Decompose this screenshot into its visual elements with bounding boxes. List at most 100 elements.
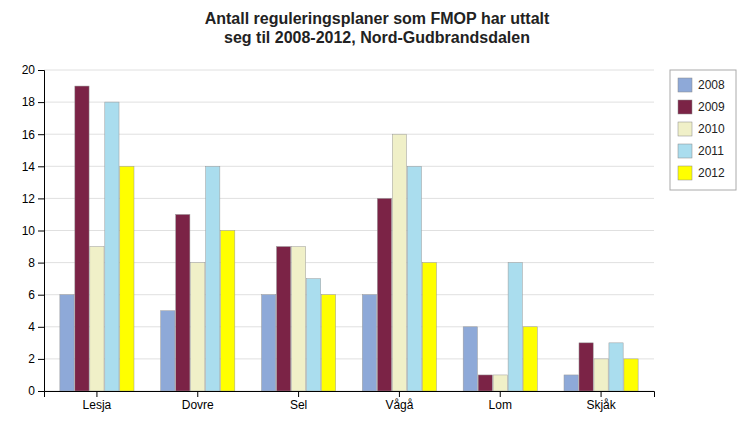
bar bbox=[291, 247, 305, 391]
plot: 0 2 4 6 8 10 12 14 16 18 20 Lesja Dovre Sel Vågå Lom Skj… bbox=[22, 63, 655, 411]
grid-line bbox=[44, 70, 654, 71]
x-tick: Skjåk bbox=[586, 391, 616, 412]
bar bbox=[262, 295, 276, 391]
y-tick-mark bbox=[38, 102, 44, 103]
bar bbox=[161, 311, 175, 391]
legend-label: 2008 bbox=[698, 78, 725, 92]
x-tick-mark bbox=[197, 391, 198, 397]
bar bbox=[362, 295, 376, 391]
grid-line bbox=[44, 230, 654, 231]
legend-swatch bbox=[678, 100, 692, 114]
legend-frame bbox=[670, 70, 736, 190]
grid-line bbox=[44, 358, 654, 359]
bar bbox=[221, 231, 235, 392]
bar bbox=[176, 214, 190, 391]
x-tick-label: Skjåk bbox=[586, 398, 616, 412]
legend-item: 2011 bbox=[678, 144, 724, 158]
bar bbox=[594, 359, 608, 391]
grid-line bbox=[44, 326, 654, 327]
title-line: seg til 2008-2012, Nord-Gudbrandsdalen bbox=[224, 29, 530, 46]
legend-item: 2012 bbox=[678, 166, 725, 180]
y-tick: 0 bbox=[28, 384, 44, 398]
y-axis: 0 2 4 6 8 10 12 14 16 18 20 bbox=[22, 63, 45, 398]
bar bbox=[206, 166, 220, 391]
x-tick-label: Lesja bbox=[83, 398, 112, 412]
x-tick-mark bbox=[96, 391, 97, 397]
title-line: Antall reguleringsplaner som FMOP har ut… bbox=[205, 10, 550, 27]
grid-line bbox=[44, 198, 654, 199]
x-tick: Lom bbox=[489, 391, 512, 412]
bar bbox=[60, 295, 74, 391]
grid-line bbox=[44, 166, 654, 167]
x-tick: Lesja bbox=[83, 391, 112, 412]
y-tick: 8 bbox=[28, 256, 44, 270]
x-tick-mark bbox=[601, 391, 602, 397]
x-tick-mark bbox=[399, 391, 400, 397]
x-tick-mark bbox=[500, 391, 501, 397]
legend-item: 2010 bbox=[678, 122, 725, 136]
y-tick-label: 2 bbox=[28, 352, 35, 366]
bar-series bbox=[75, 86, 593, 391]
y-tick-label: 0 bbox=[28, 384, 35, 398]
bar bbox=[75, 86, 89, 391]
y-tick-label: 20 bbox=[22, 63, 36, 77]
bar bbox=[306, 279, 320, 391]
x-axis: Lesja Dovre Sel Vågå Lom Skjåk bbox=[45, 391, 655, 412]
y-tick: 18 bbox=[22, 95, 44, 109]
x-tick-label: Dovre bbox=[182, 398, 214, 412]
bar bbox=[523, 327, 537, 391]
y-tick: 10 bbox=[22, 224, 44, 238]
grid-line bbox=[44, 294, 654, 295]
bars bbox=[60, 86, 638, 391]
title: Antall reguleringsplaner som FMOP har ut… bbox=[205, 10, 550, 46]
bar bbox=[493, 375, 507, 391]
y-axis-line bbox=[38, 71, 45, 392]
y-tick-label: 10 bbox=[22, 224, 36, 238]
legend-label: 2011 bbox=[698, 144, 724, 158]
y-tick-mark bbox=[38, 359, 44, 360]
bar bbox=[407, 166, 421, 391]
y-tick-mark bbox=[38, 166, 44, 167]
bar bbox=[609, 343, 623, 391]
x-axis-line bbox=[45, 392, 655, 398]
x-tick: Dovre bbox=[182, 391, 214, 412]
bar bbox=[90, 247, 104, 391]
y-tick-mark bbox=[38, 231, 44, 232]
y-tick-mark bbox=[38, 263, 44, 264]
y-tick: 6 bbox=[28, 288, 44, 302]
y-tick: 12 bbox=[22, 192, 44, 206]
grid-line bbox=[44, 262, 654, 263]
bar bbox=[276, 247, 290, 391]
y-tick: 14 bbox=[22, 160, 44, 174]
bar bbox=[377, 198, 391, 391]
grid bbox=[44, 70, 654, 391]
y-tick: 2 bbox=[28, 352, 44, 366]
legend-swatch bbox=[678, 78, 692, 92]
y-tick: 4 bbox=[28, 320, 44, 334]
chart: Antall reguleringsplaner som FMOP har ut… bbox=[0, 0, 754, 425]
y-tick-mark bbox=[38, 327, 44, 328]
legend-item: 2009 bbox=[678, 100, 725, 114]
bar bbox=[392, 134, 406, 391]
y-tick-label: 8 bbox=[28, 256, 35, 270]
legend-swatch bbox=[678, 144, 692, 158]
bar bbox=[564, 375, 578, 391]
x-tick-mark bbox=[298, 391, 299, 397]
bar bbox=[422, 263, 436, 391]
y-tick: 16 bbox=[22, 128, 44, 142]
bar bbox=[508, 263, 522, 391]
legend-item: 2008 bbox=[678, 78, 725, 92]
bar bbox=[120, 166, 134, 391]
x-tick: Sel bbox=[290, 391, 307, 412]
y-tick-label: 18 bbox=[22, 95, 36, 109]
y-tick-label: 14 bbox=[22, 160, 36, 174]
bar bbox=[191, 263, 205, 391]
legend-label: 2012 bbox=[698, 166, 725, 180]
x-tick: Vågå bbox=[385, 391, 413, 412]
legend-label: 2009 bbox=[698, 100, 725, 114]
bar-series bbox=[105, 102, 623, 391]
bar bbox=[579, 343, 593, 391]
legend: 2008 2009 2010 2011 2012 bbox=[670, 70, 736, 190]
legend-label: 2010 bbox=[698, 122, 725, 136]
x-tick-label: Sel bbox=[290, 398, 307, 412]
